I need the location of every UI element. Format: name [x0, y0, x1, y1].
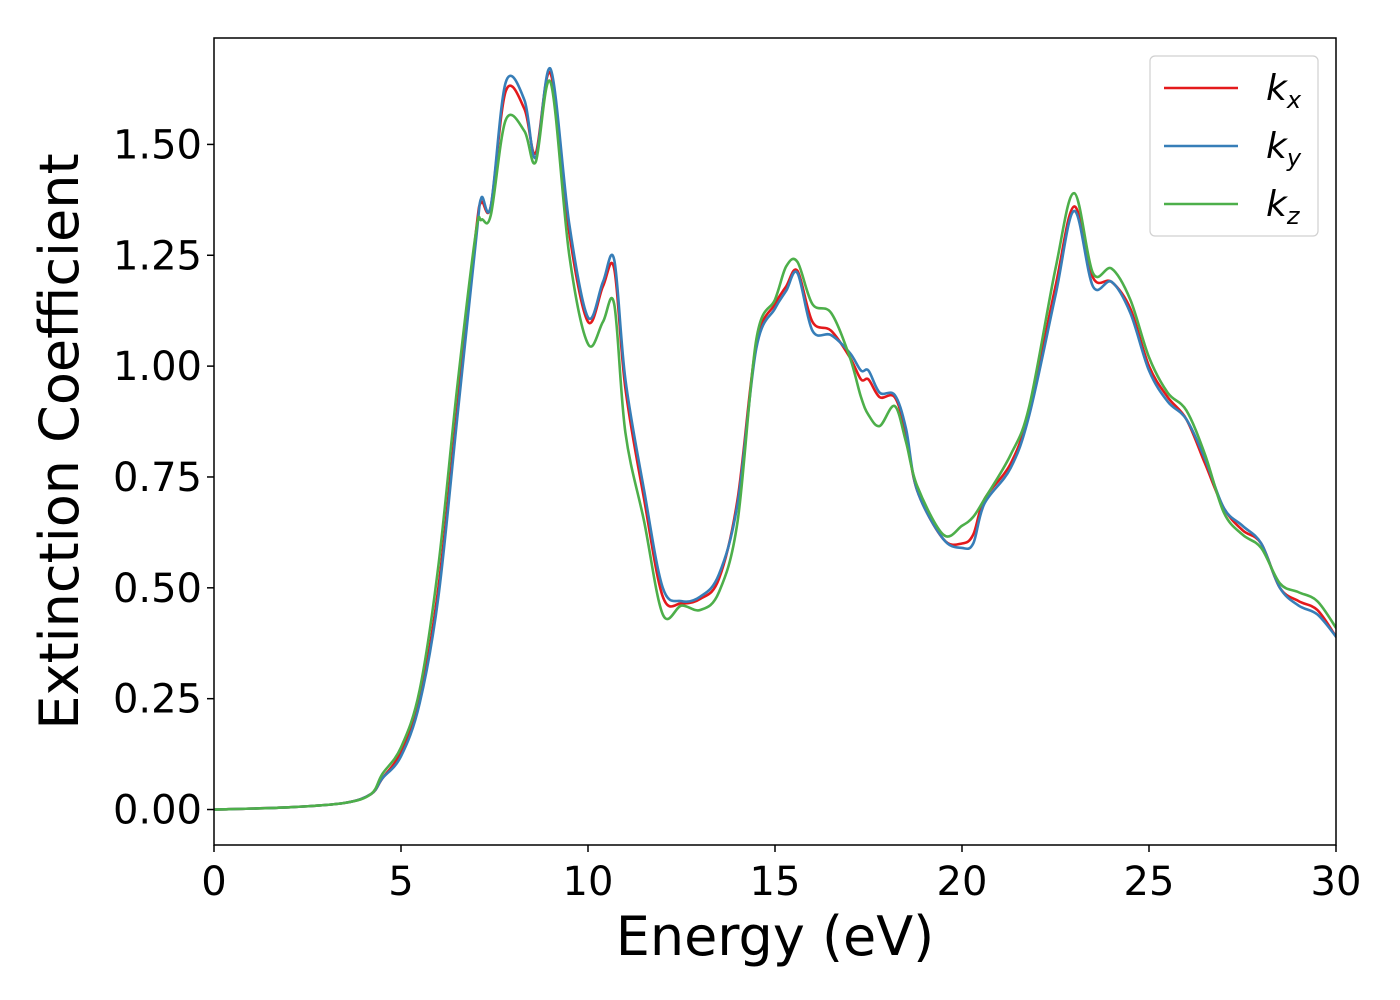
x-tick-label: 0	[201, 859, 226, 905]
y-tick-label: 0.50	[113, 566, 202, 612]
legend-label-kx: kx	[1266, 68, 1302, 114]
y-tick-label: 0.75	[113, 455, 202, 501]
x-tick-label: 30	[1311, 859, 1362, 905]
legend-label-ky: ky	[1266, 126, 1302, 172]
x-tick-label: 20	[937, 859, 988, 905]
x-tick-label: 5	[388, 859, 413, 905]
x-axis: 0 5 10 15 20 25 30	[201, 845, 1361, 905]
y-axis: 0.00 0.25 0.50 0.75 1.00 1.25 1.50	[113, 122, 214, 834]
x-axis-title: Energy (eV)	[616, 905, 935, 968]
series-line-kz	[214, 79, 1336, 811]
series-line-ky	[214, 67, 1336, 811]
y-tick-label: 1.00	[113, 344, 202, 390]
x-tick-label: 15	[750, 859, 801, 905]
legend-label-kz: kz	[1266, 184, 1301, 230]
legend: kx ky kz	[1149, 55, 1319, 237]
x-tick-label: 10	[563, 859, 614, 905]
y-tick-label: 1.25	[113, 233, 202, 279]
y-axis-title: Extinction Coefficient	[28, 153, 91, 729]
y-tick-label: 1.50	[113, 122, 202, 168]
y-tick-label: 0.25	[113, 677, 202, 723]
series-layer	[214, 67, 1336, 811]
x-tick-label: 25	[1124, 859, 1175, 905]
y-tick-label: 0.00	[113, 788, 202, 834]
